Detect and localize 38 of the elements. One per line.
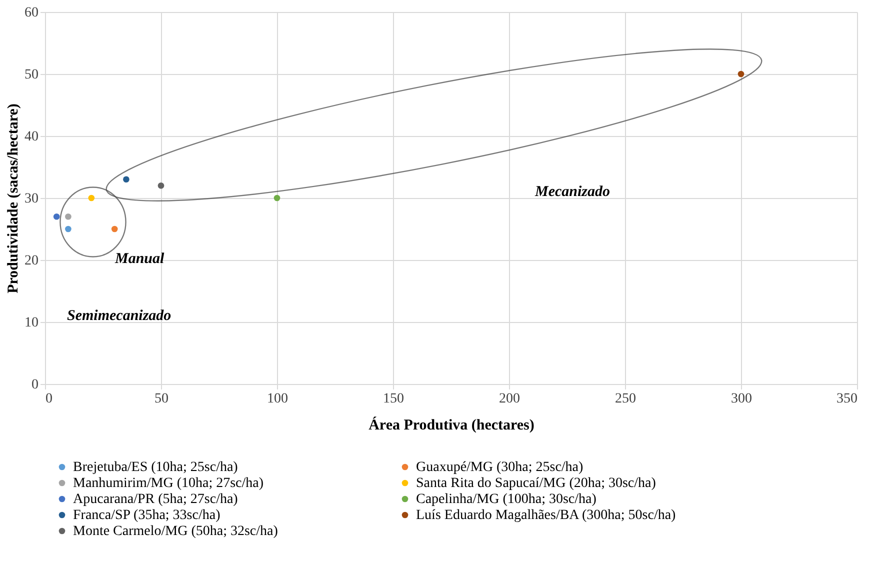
y-tick-label: 30 bbox=[24, 192, 38, 206]
y-tick-label: 40 bbox=[24, 130, 38, 144]
x-tick-label: 150 bbox=[383, 392, 404, 406]
x-tick-label: 200 bbox=[499, 392, 520, 406]
x-tick-label: 0 bbox=[46, 392, 52, 406]
legend-label: Luís Eduardo Magalhães/BA (300ha; 50sc/ha) bbox=[416, 508, 676, 523]
point bbox=[65, 213, 72, 220]
x-tick-label: 250 bbox=[615, 392, 636, 406]
x-tick-label: 50 bbox=[154, 392, 168, 406]
legend-label: Brejetuba/ES (10ha; 25sc/ha) bbox=[73, 460, 238, 475]
x-axis-title: Área Produtiva (hectares) bbox=[368, 416, 534, 434]
legend-label: Monte Carmelo/MG (50ha; 32sc/ha) bbox=[73, 524, 278, 539]
point bbox=[738, 70, 744, 78]
legend-label: Capelinha/MG (100ha; 30sc/ha) bbox=[416, 492, 597, 507]
point bbox=[111, 226, 118, 232]
annotation: Mecanizado bbox=[534, 184, 610, 200]
legend-label: Santa Rita do Sapucaí/MG (20ha; 30sc/ha) bbox=[416, 476, 656, 491]
point bbox=[274, 194, 280, 202]
annotation: Semimecanizado bbox=[67, 308, 172, 324]
legend-label: Manhumirim/MG (10ha; 27sc/ha) bbox=[73, 476, 264, 491]
y-tick-label: 60 bbox=[24, 6, 38, 20]
y-tick-label: 20 bbox=[24, 254, 38, 268]
point bbox=[65, 226, 72, 232]
point bbox=[123, 176, 130, 183]
x-tick-label: 100 bbox=[267, 392, 288, 406]
y-tick-label: 0 bbox=[32, 378, 38, 392]
y-tick-label: 50 bbox=[24, 68, 38, 82]
x-tick-label: 300 bbox=[731, 392, 752, 406]
legend-label: Franca/SP (35ha; 33sc/ha) bbox=[73, 508, 221, 523]
point bbox=[53, 213, 60, 220]
point bbox=[88, 194, 95, 202]
point bbox=[158, 182, 164, 189]
legend-label: Guaxupé/MG (30ha; 25sc/ha) bbox=[416, 460, 584, 475]
y-axis-title: Produtividade (sacas/hectare) bbox=[6, 104, 22, 294]
annotation: Manual bbox=[114, 251, 166, 267]
legend-label: Apucarana/PR (5ha; 27sc/ha) bbox=[73, 492, 238, 507]
x-tick-label: 350 bbox=[836, 392, 858, 406]
y-tick-label: 10 bbox=[24, 316, 38, 330]
